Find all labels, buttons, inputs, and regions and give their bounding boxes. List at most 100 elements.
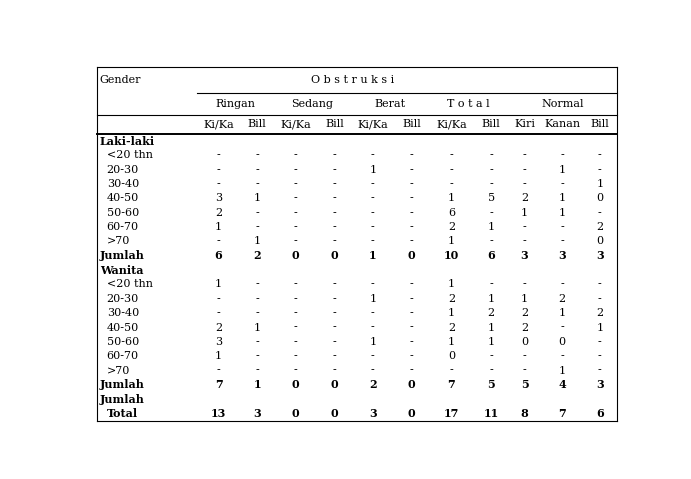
Text: Gender: Gender	[100, 75, 141, 85]
Text: 2: 2	[558, 294, 566, 304]
Text: 5: 5	[487, 379, 495, 390]
Text: -: -	[410, 294, 413, 304]
Text: <20 thn: <20 thn	[106, 150, 153, 160]
Text: 1: 1	[215, 222, 222, 232]
Text: -: -	[371, 194, 375, 204]
Text: -: -	[449, 179, 453, 189]
Text: 1: 1	[558, 194, 566, 204]
Text: Ringan: Ringan	[216, 99, 255, 109]
Text: 1: 1	[369, 294, 377, 304]
Text: -: -	[217, 150, 220, 160]
Text: 6: 6	[215, 251, 223, 261]
Text: -: -	[489, 237, 493, 246]
Text: -: -	[560, 237, 564, 246]
Text: 0: 0	[596, 194, 603, 204]
Text: 6: 6	[448, 208, 455, 218]
Text: -: -	[332, 222, 337, 232]
Text: -: -	[332, 337, 337, 347]
Text: Ki/Ka: Ki/Ka	[357, 119, 388, 129]
Text: Bill: Bill	[325, 119, 343, 129]
Text: -: -	[560, 351, 564, 361]
Text: 2: 2	[521, 194, 528, 204]
Text: -: -	[449, 150, 453, 160]
Text: -: -	[371, 150, 375, 160]
Text: -: -	[560, 222, 564, 232]
Text: Sedang: Sedang	[292, 99, 334, 109]
Text: -: -	[410, 337, 413, 347]
Text: -: -	[410, 237, 413, 246]
Text: 3: 3	[558, 251, 566, 261]
Text: -: -	[217, 165, 220, 175]
Text: -: -	[332, 322, 337, 332]
Text: 2: 2	[596, 222, 603, 232]
Text: -: -	[217, 308, 220, 318]
Text: -: -	[332, 279, 337, 289]
Text: Total: Total	[106, 408, 138, 419]
Text: -: -	[522, 222, 527, 232]
Text: -: -	[522, 351, 527, 361]
Text: -: -	[294, 351, 298, 361]
Text: 20-30: 20-30	[106, 294, 139, 304]
Text: -: -	[255, 351, 259, 361]
Text: 3: 3	[596, 251, 604, 261]
Text: -: -	[294, 308, 298, 318]
Text: 1: 1	[521, 208, 528, 218]
Text: -: -	[332, 294, 337, 304]
Text: 1: 1	[558, 308, 566, 318]
Text: 0: 0	[408, 251, 415, 261]
Text: 3: 3	[521, 251, 529, 261]
Text: 1: 1	[369, 251, 377, 261]
Text: -: -	[371, 351, 375, 361]
Text: >70: >70	[106, 237, 130, 246]
Text: -: -	[332, 208, 337, 218]
Text: 0: 0	[558, 337, 566, 347]
Text: -: -	[332, 308, 337, 318]
Text: -: -	[560, 279, 564, 289]
Text: 2: 2	[448, 294, 455, 304]
Text: -: -	[489, 208, 493, 218]
Text: Bill: Bill	[482, 119, 500, 129]
Text: -: -	[371, 322, 375, 332]
Text: Jumlah: Jumlah	[100, 251, 144, 261]
Text: -: -	[410, 322, 413, 332]
Text: 50-60: 50-60	[106, 337, 139, 347]
Text: -: -	[489, 351, 493, 361]
Text: 1: 1	[448, 337, 455, 347]
Text: -: -	[522, 179, 527, 189]
Text: -: -	[255, 150, 259, 160]
Text: 17: 17	[444, 408, 459, 419]
Text: -: -	[371, 237, 375, 246]
Text: -: -	[489, 279, 493, 289]
Text: 1: 1	[369, 165, 377, 175]
Text: -: -	[294, 365, 298, 376]
Text: 2: 2	[596, 308, 603, 318]
Text: -: -	[522, 237, 527, 246]
Text: 1: 1	[488, 322, 495, 332]
Text: 7: 7	[558, 408, 566, 419]
Text: -: -	[410, 150, 413, 160]
Text: 60-70: 60-70	[106, 222, 139, 232]
Text: T o t a l: T o t a l	[446, 99, 489, 109]
Text: -: -	[294, 337, 298, 347]
Text: -: -	[255, 208, 259, 218]
Text: -: -	[294, 150, 298, 160]
Text: -: -	[560, 150, 564, 160]
Text: -: -	[217, 179, 220, 189]
Text: -: -	[294, 279, 298, 289]
Text: 11: 11	[484, 408, 499, 419]
Text: 50-60: 50-60	[106, 208, 139, 218]
Text: 2: 2	[215, 208, 222, 218]
Text: 1: 1	[596, 179, 603, 189]
Text: -: -	[332, 194, 337, 204]
Text: 7: 7	[448, 379, 455, 390]
Text: 2: 2	[521, 322, 528, 332]
Text: 0: 0	[408, 379, 415, 390]
Text: -: -	[410, 279, 413, 289]
Text: 2: 2	[369, 379, 377, 390]
Text: -: -	[522, 150, 527, 160]
Text: -: -	[371, 365, 375, 376]
Text: 1: 1	[448, 308, 455, 318]
Text: 1: 1	[254, 194, 261, 204]
Text: -: -	[410, 165, 413, 175]
Text: Bill: Bill	[402, 119, 421, 129]
